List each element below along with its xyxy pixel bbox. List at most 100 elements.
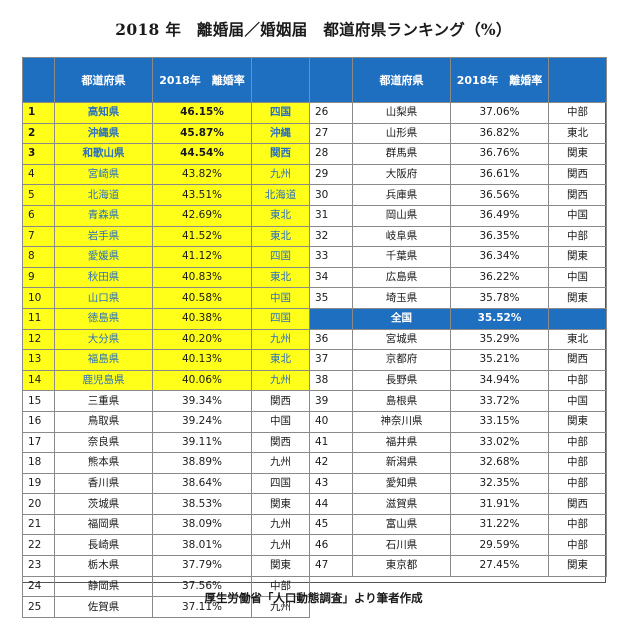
rate-cell: 40.13%	[152, 349, 252, 371]
rank-cell: 6	[22, 204, 55, 227]
region-cell: 中部	[548, 225, 607, 248]
prefecture-cell: 山口県	[54, 287, 153, 309]
rank-cell: 30	[309, 184, 353, 206]
region-cell: 関東	[251, 555, 310, 577]
table-row: 37 京都府 35.21% 関西	[309, 349, 607, 371]
prefecture-cell: 滋賀県	[352, 493, 451, 515]
rank-cell: 17	[22, 431, 55, 454]
region-cell: 九州	[251, 369, 310, 392]
table-row: 36 宮城県 35.29% 東北	[309, 328, 607, 351]
table-row: 28 群馬県 36.76% 関東	[309, 143, 607, 165]
region-cell: 中部	[548, 452, 607, 474]
region-cell: 東北	[251, 204, 310, 227]
rate-cell: 40.20%	[152, 328, 252, 351]
table-row: 15 三重県 39.34% 関西	[22, 390, 310, 412]
ranking-table-left: 都道府県 2018年 離婚率 1 高知県 46.15% 四国 2 沖縄県 45.87% 沖縄 3…	[22, 57, 310, 618]
prefecture-cell: 佐賀県	[54, 596, 153, 618]
rate-cell: 36.56%	[450, 184, 549, 206]
header-region	[548, 57, 607, 103]
region-cell: 関東	[548, 143, 607, 165]
region-cell: 四国	[251, 246, 310, 268]
region-cell: 東北	[251, 349, 310, 371]
region-cell: 中国	[548, 390, 607, 412]
table-row: 4 宮崎県 43.82% 九州	[22, 163, 310, 186]
prefecture-cell: 奈良県	[54, 431, 153, 454]
prefecture-cell: 神奈川県	[352, 410, 451, 433]
rank-cell: 9	[22, 266, 55, 289]
prefecture-cell: 茨城県	[54, 493, 153, 515]
prefecture-cell: 山形県	[352, 122, 451, 145]
region-cell: 九州	[251, 534, 310, 557]
rate-cell: 39.11%	[152, 431, 252, 454]
header-rank	[309, 57, 353, 103]
region-cell: 関西	[251, 431, 310, 454]
region-cell: 中部	[548, 369, 607, 392]
rank-cell: 11	[22, 307, 55, 330]
rate-cell: 35.29%	[450, 328, 549, 351]
prefecture-cell: 愛知県	[352, 472, 451, 495]
prefecture-cell: 東京都	[352, 555, 451, 577]
national-row: 全国 35.52%	[309, 307, 607, 330]
region-cell: 関西	[251, 143, 310, 165]
region-cell: 中部	[548, 431, 607, 454]
rank-cell: 46	[309, 534, 353, 557]
region-cell: 四国	[251, 307, 310, 330]
region-cell: 東北	[251, 266, 310, 289]
rate-cell: 38.53%	[152, 493, 252, 515]
table-row: 38 長野県 34.94% 中部	[309, 369, 607, 392]
rate-cell: 27.45%	[450, 555, 549, 577]
region-cell: 関西	[251, 390, 310, 412]
rate-cell: 36.82%	[450, 122, 549, 145]
region-cell: 九州	[251, 452, 310, 474]
table-row: 7 岩手県 41.52% 東北	[22, 225, 310, 248]
rate-cell: 44.54%	[152, 143, 252, 165]
rate-cell: 33.72%	[450, 390, 549, 412]
table-row: 12 大分県 40.20% 九州	[22, 328, 310, 351]
region-cell: 中国	[251, 287, 310, 309]
rank-cell: 36	[309, 328, 353, 351]
rank-cell: 40	[309, 410, 353, 433]
prefecture-cell: 石川県	[352, 534, 451, 557]
prefecture-cell: 熊本県	[54, 452, 153, 474]
rank-cell: 5	[22, 184, 55, 206]
table-row: 44 滋賀県 31.91% 関西	[309, 493, 607, 515]
source-note: 厚生労働省「人口動態調査」より筆者作成	[204, 591, 423, 605]
rank-cell: 31	[309, 204, 353, 227]
rate-cell: 41.12%	[152, 246, 252, 268]
prefecture-cell: 鳥取県	[54, 410, 153, 433]
rate-cell: 34.94%	[450, 369, 549, 392]
rank-cell: 45	[309, 513, 353, 536]
rate-cell: 36.49%	[450, 204, 549, 227]
table-row: 27 山形県 36.82% 東北	[309, 122, 607, 145]
region-cell: 関西	[548, 163, 607, 186]
rank-cell: 12	[22, 328, 55, 351]
table-row: 33 千葉県 36.34% 関東	[309, 246, 607, 268]
rank-cell: 33	[309, 246, 353, 268]
rank-cell: 41	[309, 431, 353, 454]
table-row: 43 愛知県 32.35% 中部	[309, 472, 607, 495]
rate-cell: 46.15%	[152, 102, 252, 124]
rank-cell: 21	[22, 513, 55, 536]
table-row: 41 福井県 33.02% 中部	[309, 431, 607, 454]
rate-cell: 29.59%	[450, 534, 549, 557]
region-cell: 東北	[251, 225, 310, 248]
rate-cell: 40.83%	[152, 266, 252, 289]
prefecture-cell: 沖縄県	[54, 122, 153, 145]
prefecture-cell: 鹿児島県	[54, 369, 153, 392]
table-row: 5 北海道 43.51% 北海道	[22, 184, 310, 206]
national-region-cell	[548, 307, 607, 330]
region-cell: 九州	[251, 163, 310, 186]
rank-cell: 38	[309, 369, 353, 392]
rate-cell: 39.34%	[152, 390, 252, 412]
rank-cell: 29	[309, 163, 353, 186]
region-cell: 沖縄	[251, 122, 310, 145]
prefecture-cell: 大阪府	[352, 163, 451, 186]
region-cell: 関東	[548, 555, 607, 577]
table-row: 25 佐賀県 37.11% 九州	[22, 596, 310, 618]
ranking-table-right: 都道府県 2018年 離婚率 26 山梨県 37.06% 中部 27 山形県 36.82% 東…	[309, 57, 607, 577]
prefecture-cell: 宮崎県	[54, 163, 153, 186]
table-row: 35 埼玉県 35.78% 関東	[309, 287, 607, 309]
rank-cell: 8	[22, 246, 55, 268]
prefecture-cell: 長野県	[352, 369, 451, 392]
rank-cell: 32	[309, 225, 353, 248]
